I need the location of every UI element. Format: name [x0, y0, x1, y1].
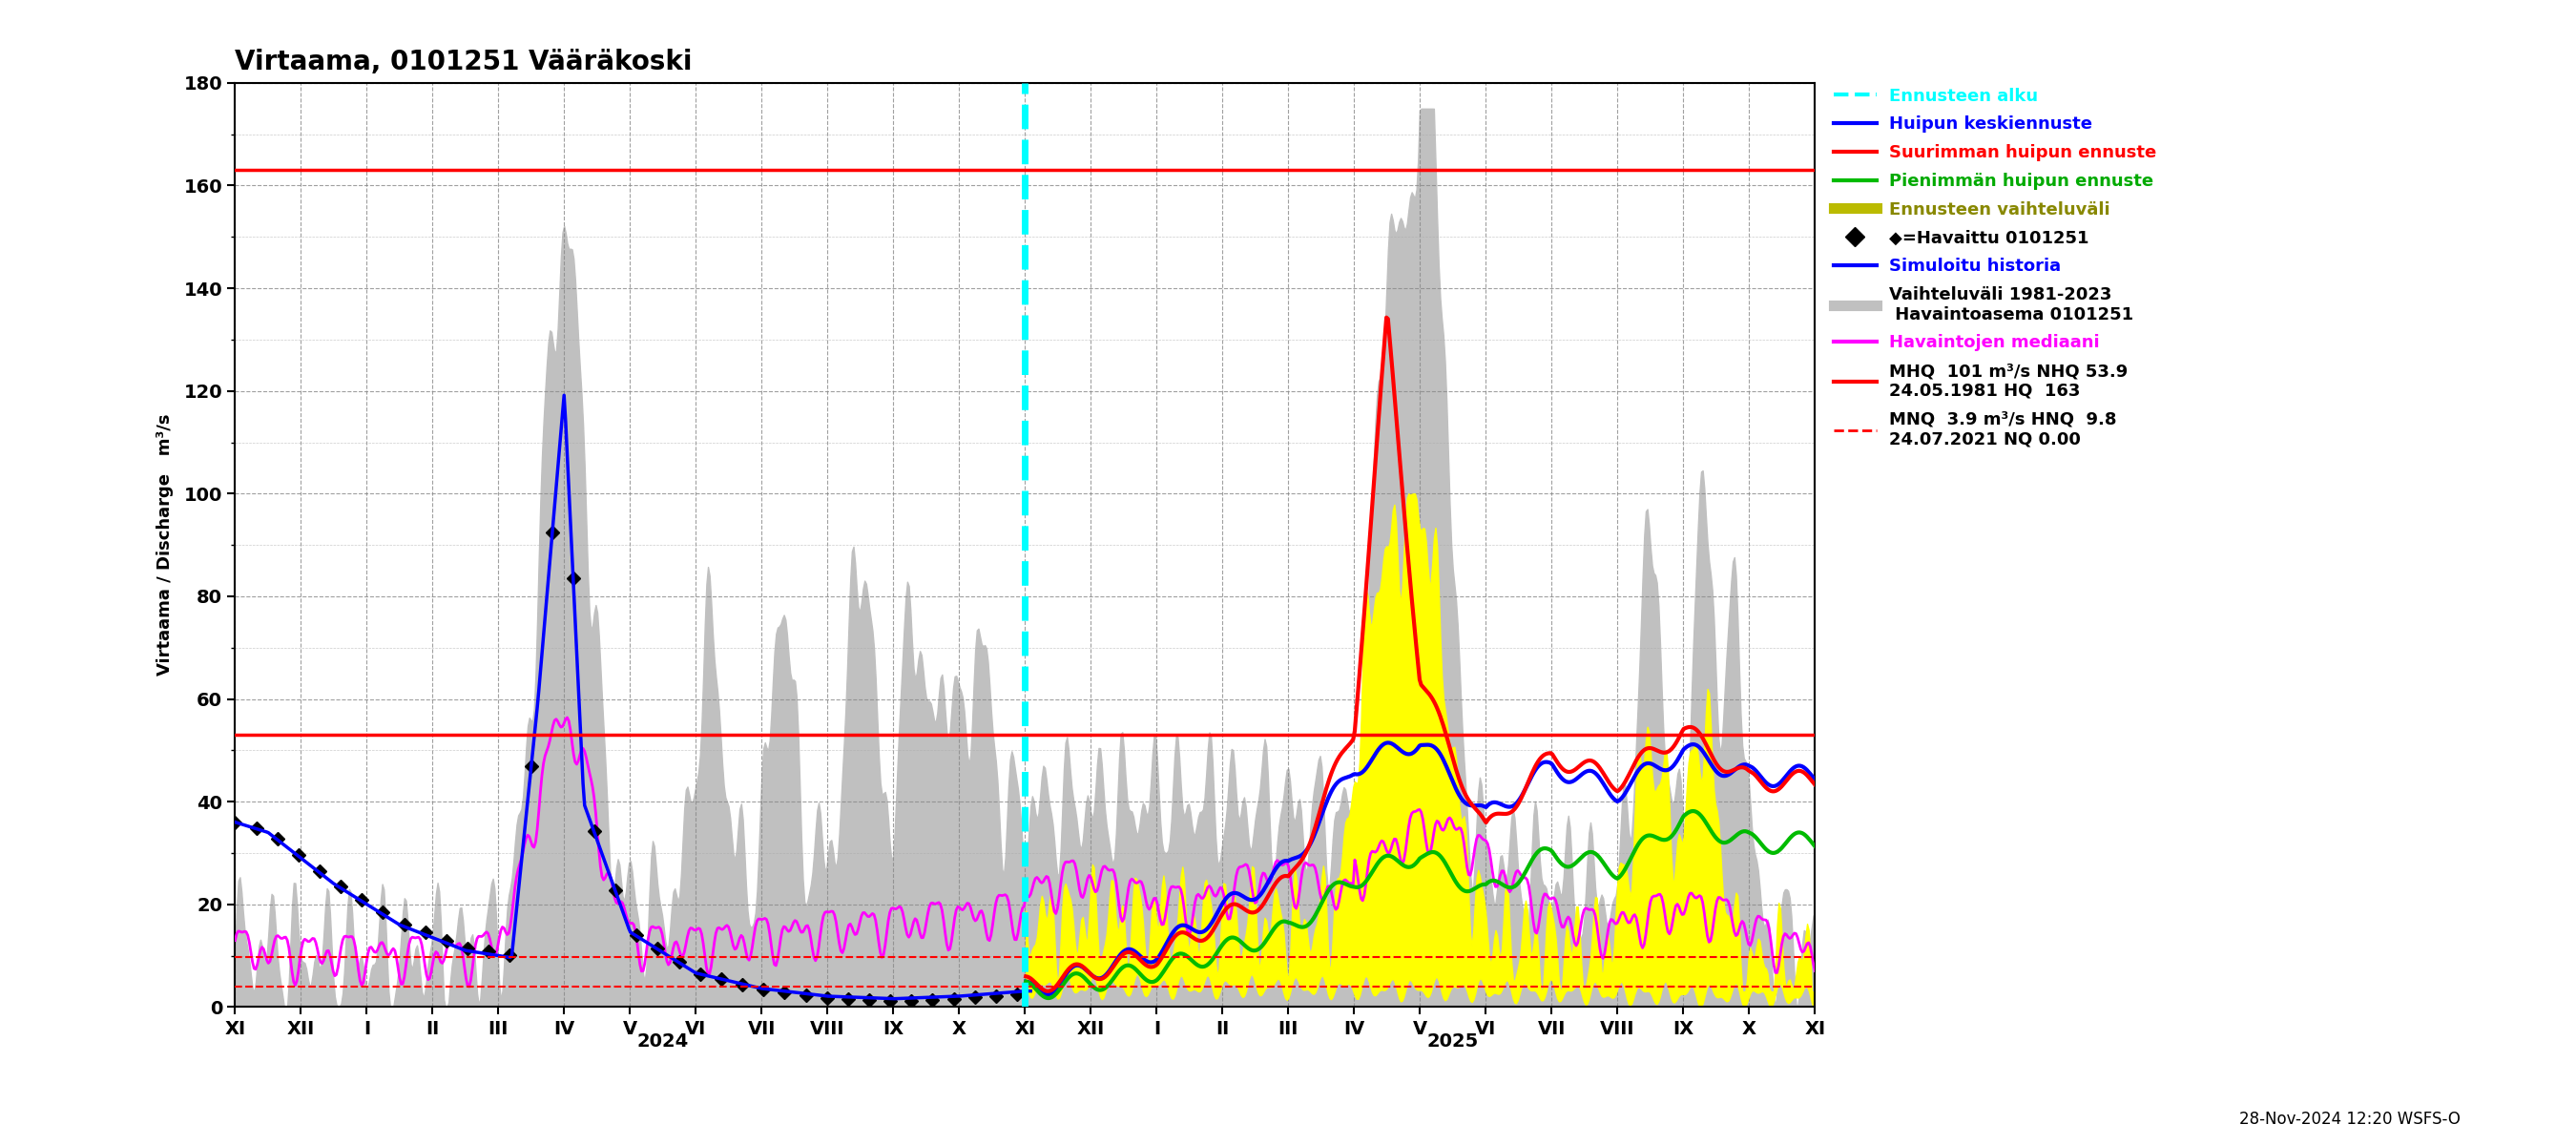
Text: 28-Nov-2024 12:20 WSFS-O: 28-Nov-2024 12:20 WSFS-O	[2239, 1111, 2460, 1128]
Text: 2025: 2025	[1427, 1033, 1479, 1051]
Legend: Ennusteen alku, Huipun keskiennuste, Suurimman huipun ennuste, Pienimmän huipun : Ennusteen alku, Huipun keskiennuste, Suu…	[1829, 82, 2161, 453]
Text: Virtaama, 0101251 Vääräkoski: Virtaama, 0101251 Vääräkoski	[234, 48, 693, 76]
Text: 2024: 2024	[636, 1033, 688, 1051]
Y-axis label: Virtaama / Discharge   m³/s: Virtaama / Discharge m³/s	[157, 414, 173, 676]
